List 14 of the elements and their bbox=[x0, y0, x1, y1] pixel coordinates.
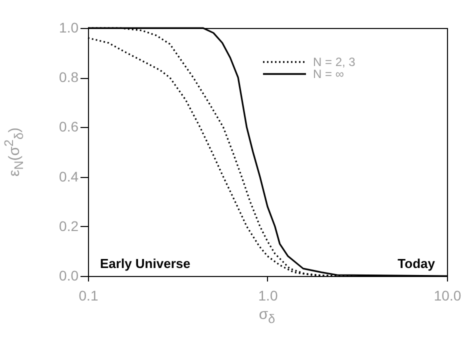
y-tick-label: 0.8 bbox=[59, 69, 79, 86]
x-tick-label: 10.0 bbox=[434, 288, 462, 304]
y-tick-label: 0.0 bbox=[59, 268, 79, 284]
x-tick-label: 1.0 bbox=[258, 288, 278, 304]
legend-label: N = 2, 3 bbox=[313, 55, 356, 69]
y-tick-label: 0.6 bbox=[59, 118, 79, 135]
legend-label: N = ∞ bbox=[313, 67, 344, 81]
y-tick-label: 0.2 bbox=[59, 218, 79, 234]
y-tick-label: 0.4 bbox=[59, 168, 79, 184]
y-tick-label: 1.0 bbox=[59, 20, 79, 36]
x-tick-label: 0.1 bbox=[78, 288, 98, 304]
annotation: Early Universe bbox=[100, 256, 190, 271]
annotation: Today bbox=[398, 256, 436, 271]
x-axis-title: σ$_{δ}$ bbox=[258, 306, 276, 326]
